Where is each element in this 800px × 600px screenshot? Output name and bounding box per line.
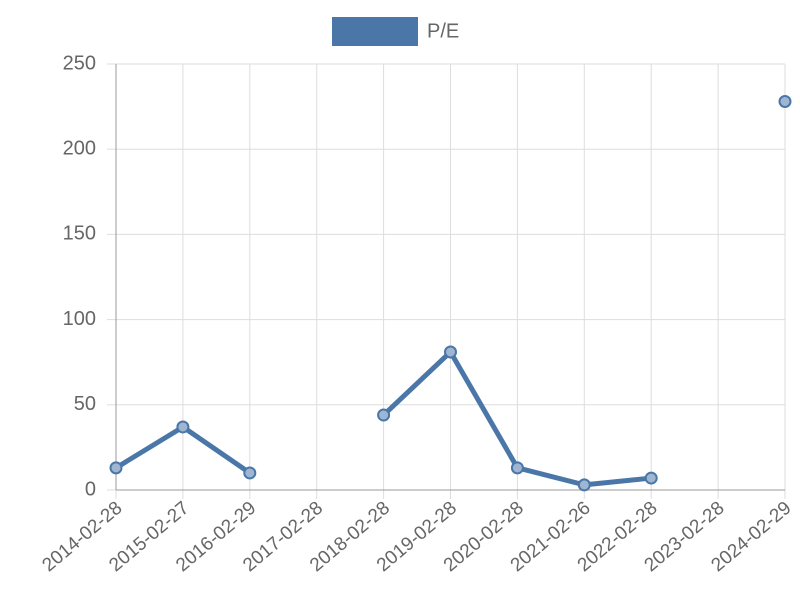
y-tick-label: 100 [63,308,96,330]
y-tick-label: 250 [63,52,96,74]
point [176,420,190,434]
y-tick-label: 150 [63,223,96,245]
point [243,466,257,480]
point [510,461,524,475]
legend-label: P/E [427,20,459,42]
point [644,471,658,485]
point [377,408,391,422]
y-tick-label: 50 [74,393,96,415]
y-tick-label: 200 [63,137,96,159]
legend-swatch [332,17,418,46]
point [444,345,457,359]
point [109,461,123,475]
y-tick-label: 0 [85,478,96,500]
point [778,94,792,108]
point [577,478,591,492]
